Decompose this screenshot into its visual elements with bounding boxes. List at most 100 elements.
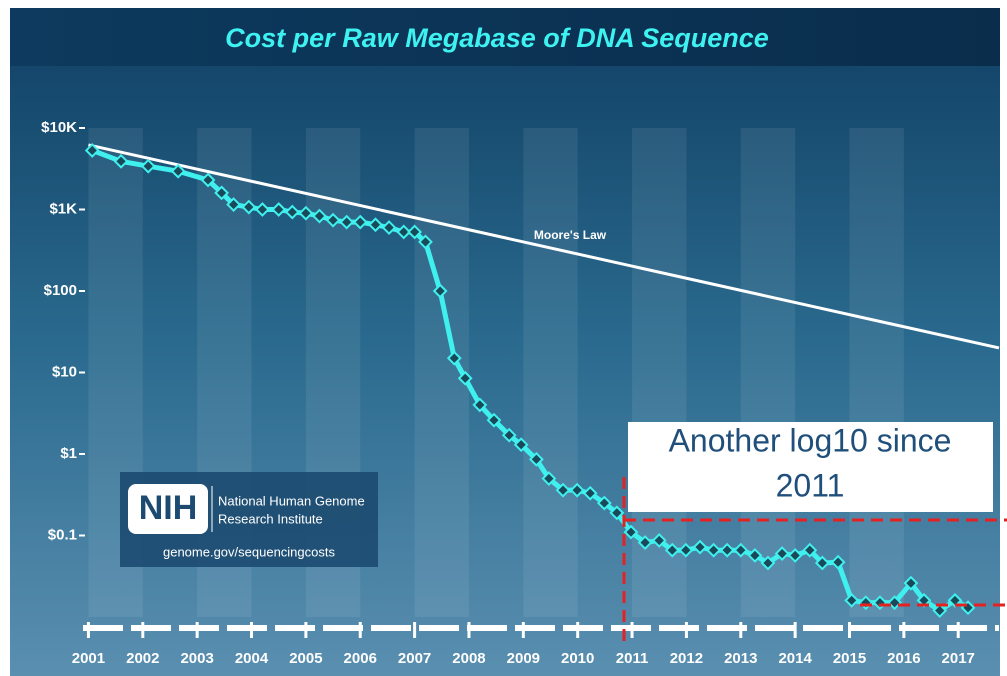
x-tick-label: 2012: [670, 650, 703, 667]
x-tick-label: 2002: [126, 650, 159, 667]
data-point: [774, 546, 790, 561]
data-point: [368, 217, 383, 233]
data-point: [486, 412, 502, 428]
data-point: [787, 547, 803, 563]
data-point: [541, 471, 557, 486]
data-point: [858, 595, 874, 611]
logo-line: National Human Genome: [218, 493, 365, 508]
x-tick-label: 2001: [72, 650, 105, 667]
data-point: [407, 224, 423, 240]
x-tick-label: 2010: [561, 650, 594, 667]
data-point: [418, 234, 433, 250]
x-tick-label: 2008: [452, 650, 485, 667]
data-point: [596, 495, 612, 511]
title-bar: [10, 8, 1000, 66]
year-band: [849, 128, 904, 617]
data-point: [609, 505, 625, 521]
data-point: [241, 199, 257, 215]
x-tick-label: 2016: [887, 650, 920, 667]
data-point: [760, 555, 776, 571]
y-tick-label: $1: [60, 445, 77, 462]
x-tick-label: 2017: [942, 650, 975, 667]
data-point: [140, 158, 156, 174]
x-tick-label: 2005: [289, 650, 322, 667]
data-point: [637, 535, 653, 550]
logo-box: NIH National Human Genome Research Insti…: [120, 472, 378, 567]
y-tick-label: $0.1: [48, 526, 77, 543]
logo-url: genome.gov/sequencingcosts: [163, 544, 336, 559]
data-point: [814, 555, 830, 571]
data-point: [254, 202, 270, 217]
x-tick-label: 2013: [724, 650, 757, 667]
data-point: [298, 205, 314, 221]
data-point: [284, 204, 300, 220]
year-band: [523, 128, 578, 617]
annotation: Another log10 since: [669, 422, 952, 458]
annotation-lines: [622, 477, 1007, 642]
data-point: [528, 451, 544, 467]
chart-title: Cost per Raw Megabase of DNA Sequence: [225, 23, 769, 53]
data-point: [214, 185, 230, 201]
data-point: [692, 539, 708, 555]
y-tick-label: $10: [52, 363, 77, 380]
y-tick-label: $1K: [49, 200, 77, 217]
x-tick-label: 2007: [398, 650, 431, 667]
annotation: 2011: [776, 467, 845, 503]
data-point: [472, 397, 488, 413]
data-point: [271, 202, 287, 217]
data-point: [651, 533, 667, 548]
data-point: [446, 350, 462, 366]
data-point: [113, 153, 129, 169]
data-point: [747, 547, 763, 563]
data-point: [887, 595, 903, 611]
logo-mark: NIH: [139, 489, 198, 527]
x-tick-label: 2006: [344, 650, 377, 667]
data-point: [381, 220, 397, 235]
data-point: [678, 542, 694, 558]
data-point: [582, 485, 598, 501]
data-point: [706, 542, 722, 558]
series-line: [88, 143, 1000, 350]
data-point: [84, 143, 100, 158]
series-label: Moore's Law: [534, 228, 607, 242]
data-point: [396, 224, 412, 240]
data-point: [432, 283, 448, 299]
y-tick-label: $10K: [41, 119, 77, 136]
data-point: [457, 370, 473, 386]
data-point: [733, 542, 749, 558]
data-point: [844, 592, 860, 608]
data-point: [226, 197, 241, 212]
logo-badge: [128, 484, 208, 534]
x-tick-label: 2014: [778, 650, 812, 667]
data-point: [830, 554, 846, 570]
annotation-box: [628, 422, 993, 512]
x-tick-label: 2009: [507, 650, 540, 667]
x-tick-label: 2004: [235, 650, 269, 667]
data-point: [932, 603, 948, 618]
data-point: [947, 592, 963, 608]
y-tick-label: $100: [44, 282, 77, 299]
data-point: [200, 172, 216, 188]
data-point: [312, 208, 327, 224]
data-point: [555, 482, 571, 498]
data-point: [352, 214, 368, 230]
data-point: [339, 214, 355, 230]
x-tick-label: 2003: [180, 650, 213, 667]
data-point: [501, 427, 517, 443]
data-point: [802, 542, 818, 558]
data-point: [903, 575, 919, 591]
data-point: [569, 482, 585, 498]
year-band: [740, 128, 796, 617]
data-point: [664, 542, 680, 558]
data-point: [325, 212, 341, 228]
x-tick-label: 2015: [833, 650, 866, 667]
data-point: [513, 437, 529, 453]
x-tick-label: 2011: [616, 650, 649, 667]
data-point: [623, 524, 639, 540]
data-point: [170, 163, 186, 179]
plot: Moore's Law: [84, 143, 1000, 618]
data-point: [872, 595, 888, 611]
data-point: [719, 542, 735, 558]
logo-line: Research Institute: [218, 511, 323, 526]
